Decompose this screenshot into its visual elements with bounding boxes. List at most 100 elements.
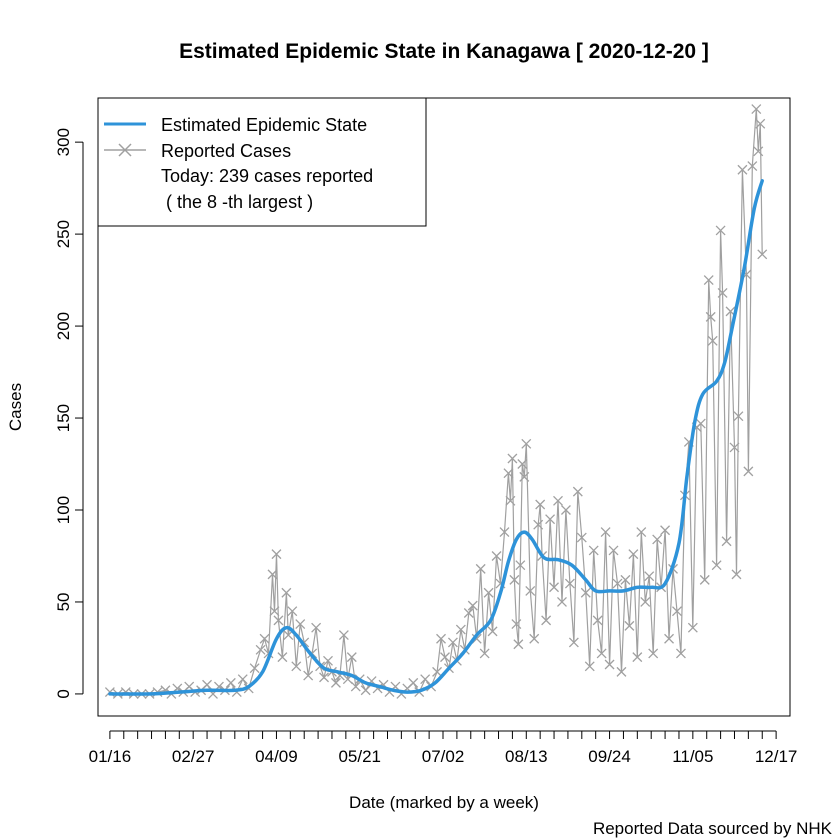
reported-cases-point: [330, 677, 341, 688]
reported-cases-point: [273, 615, 284, 626]
reported-cases-point: [564, 578, 575, 589]
reported-cases-point: [505, 495, 516, 506]
reported-cases-point: [319, 672, 329, 683]
reported-cases-point: [632, 652, 643, 663]
reported-cases-point: [703, 275, 714, 286]
reported-cases-point: [525, 585, 536, 596]
reported-cases-point: [717, 288, 728, 298]
reported-cases-point: [491, 551, 502, 561]
reported-cases-point: [507, 453, 518, 464]
reported-cases-point: [463, 608, 474, 618]
reported-cases-point: [747, 161, 758, 172]
reported-cases-point: [584, 661, 595, 672]
reported-cases-point: [420, 674, 431, 685]
plot-frame: [97, 97, 791, 717]
reported-cases-point: [303, 670, 314, 681]
legend-estimated-label: Estimated Epidemic State: [161, 115, 367, 135]
reported-cases-point: [519, 471, 530, 482]
reported-cases-point: [731, 569, 742, 580]
reported-cases-point: [705, 311, 716, 322]
reported-cases-point: [338, 630, 349, 641]
reported-cases-point: [503, 468, 514, 479]
reported-cases-point: [499, 527, 510, 538]
reported-cases-point: [711, 560, 722, 571]
reported-cases-point: [287, 606, 298, 617]
reported-cases-point: [596, 648, 607, 659]
legend-box: [97, 97, 427, 227]
reported-cases-point: [515, 560, 526, 571]
reported-cases-point: [267, 569, 278, 580]
reported-cases-point: [202, 679, 213, 690]
reported-cases-point: [707, 335, 718, 346]
reported-cases-point: [640, 597, 651, 607]
legend-rank-note: ( the 8 -th largest ): [161, 192, 313, 212]
x-tick-label: 11/05: [672, 747, 713, 766]
reported-cases-line: [109, 108, 763, 695]
reported-cases-point: [255, 644, 266, 655]
reported-cases-point: [487, 626, 498, 637]
y-tick-label: 100: [54, 496, 73, 524]
reported-cases-point: [636, 527, 647, 538]
reported-cases-point: [295, 619, 306, 629]
reported-cases-point: [560, 505, 571, 515]
reported-cases-point: [408, 677, 419, 688]
y-axis-label: Cases: [6, 383, 25, 431]
legend-reported-label: Reported Cases: [161, 141, 291, 161]
reported-cases-point: [436, 633, 446, 644]
reported-cases-point: [699, 574, 710, 585]
reported-cases-point: [592, 615, 603, 626]
reported-cases-point: [311, 622, 322, 633]
reported-cases-point: [346, 652, 357, 663]
reported-cases-point: [259, 633, 270, 644]
reported-cases-point: [612, 578, 623, 589]
x-tick-label: 12/17: [755, 747, 798, 766]
reported-cases-point: [557, 597, 567, 607]
x-tick-label: 07/02: [422, 747, 465, 766]
reported-cases-point: [277, 652, 288, 663]
reported-cases-point: [237, 674, 248, 685]
reported-cases-point: [588, 545, 599, 556]
reported-cases-point: [281, 587, 292, 598]
source-note: Reported Data sourced by NHK: [593, 819, 833, 838]
reported-cases-point: [660, 525, 671, 536]
reported-cases-point: [447, 637, 458, 648]
reported-cases-point: [675, 648, 686, 659]
reported-cases-point: [648, 648, 659, 659]
estimated-state-line: [108, 179, 764, 696]
reported-cases-point: [360, 685, 371, 696]
legend-today-note: Today: 239 cases reported: [161, 166, 373, 186]
reported-cases-point: [721, 536, 732, 547]
reported-cases-point: [580, 587, 591, 598]
reported-cases-point: [517, 459, 528, 469]
reported-cases-point: [572, 486, 583, 497]
reported-cases-point: [553, 495, 563, 506]
reported-cases-point: [455, 624, 466, 635]
reported-cases-point: [604, 659, 615, 670]
reported-cases-point: [672, 606, 682, 617]
chart-title: Estimated Epidemic State in Kanagawa [ 2…: [179, 40, 709, 63]
reported-cases-point: [624, 620, 635, 631]
reported-cases-point: [549, 582, 560, 593]
reported-cases-point: [225, 677, 236, 688]
reported-cases-point: [541, 615, 552, 626]
reported-cases-point: [513, 639, 524, 650]
y-tick-label: 0: [54, 689, 73, 698]
reported-cases-point: [751, 104, 762, 114]
reported-cases-point: [568, 637, 579, 648]
legend: Estimated Epidemic State Reported Cases …: [97, 97, 427, 227]
reported-cases-point: [687, 622, 698, 633]
reported-cases-point: [467, 600, 478, 611]
reported-cases-point: [620, 574, 631, 585]
reported-cases-point: [323, 655, 333, 666]
x-tick-label: 04/09: [255, 747, 298, 766]
reported-cases-point: [576, 532, 587, 543]
reported-cases-point: [600, 527, 611, 538]
reported-cases-point: [432, 666, 443, 677]
reported-cases-point: [350, 681, 361, 692]
y-tick-label: 50: [54, 593, 73, 612]
reported-cases-point: [269, 606, 280, 617]
reported-cases-point: [695, 418, 706, 429]
reported-cases-point: [755, 118, 766, 129]
reported-cases-point: [715, 225, 726, 236]
